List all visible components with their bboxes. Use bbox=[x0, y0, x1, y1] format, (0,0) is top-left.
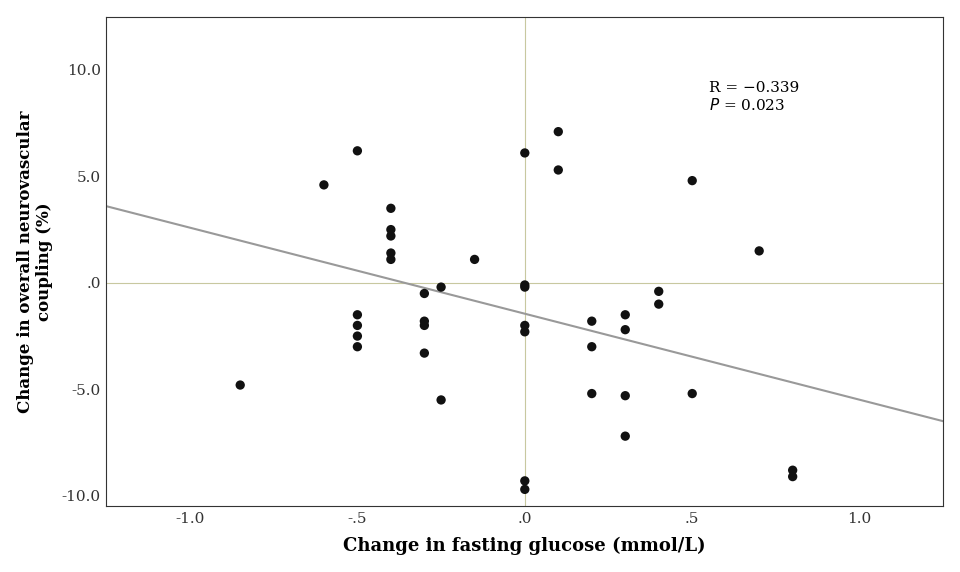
Point bbox=[785, 466, 801, 475]
Point bbox=[417, 289, 432, 298]
Point bbox=[467, 255, 482, 264]
Point bbox=[517, 485, 533, 494]
Point bbox=[651, 300, 666, 309]
Point bbox=[232, 380, 248, 390]
Point bbox=[417, 321, 432, 330]
Point bbox=[349, 342, 365, 351]
Y-axis label: Change in overall neurovascular
coupling (%): Change in overall neurovascular coupling… bbox=[16, 110, 53, 413]
Point bbox=[617, 391, 633, 400]
Point bbox=[651, 287, 666, 296]
Text: R = −0.339
$P$ = 0.023: R = −0.339 $P$ = 0.023 bbox=[708, 81, 800, 113]
Point bbox=[551, 165, 566, 174]
Point bbox=[785, 472, 801, 481]
Point bbox=[517, 283, 533, 292]
Point bbox=[517, 327, 533, 336]
Point bbox=[383, 248, 398, 257]
Point bbox=[417, 316, 432, 325]
Point bbox=[383, 225, 398, 234]
Point bbox=[349, 146, 365, 156]
Point bbox=[517, 280, 533, 289]
Point bbox=[433, 395, 448, 404]
Point bbox=[617, 431, 633, 440]
X-axis label: Change in fasting glucose (mmol/L): Change in fasting glucose (mmol/L) bbox=[344, 537, 707, 555]
Point bbox=[383, 232, 398, 241]
Point bbox=[584, 342, 599, 351]
Point bbox=[684, 176, 700, 185]
Point bbox=[617, 310, 633, 319]
Point bbox=[617, 325, 633, 334]
Point bbox=[551, 127, 566, 136]
Point bbox=[349, 332, 365, 341]
Point bbox=[383, 255, 398, 264]
Point bbox=[517, 321, 533, 330]
Point bbox=[349, 310, 365, 319]
Point bbox=[349, 321, 365, 330]
Point bbox=[584, 316, 599, 325]
Point bbox=[517, 148, 533, 157]
Point bbox=[584, 389, 599, 398]
Point bbox=[433, 283, 448, 292]
Point bbox=[684, 389, 700, 398]
Point bbox=[417, 348, 432, 358]
Point bbox=[383, 204, 398, 213]
Point bbox=[517, 476, 533, 486]
Point bbox=[316, 180, 331, 189]
Point bbox=[752, 247, 767, 256]
